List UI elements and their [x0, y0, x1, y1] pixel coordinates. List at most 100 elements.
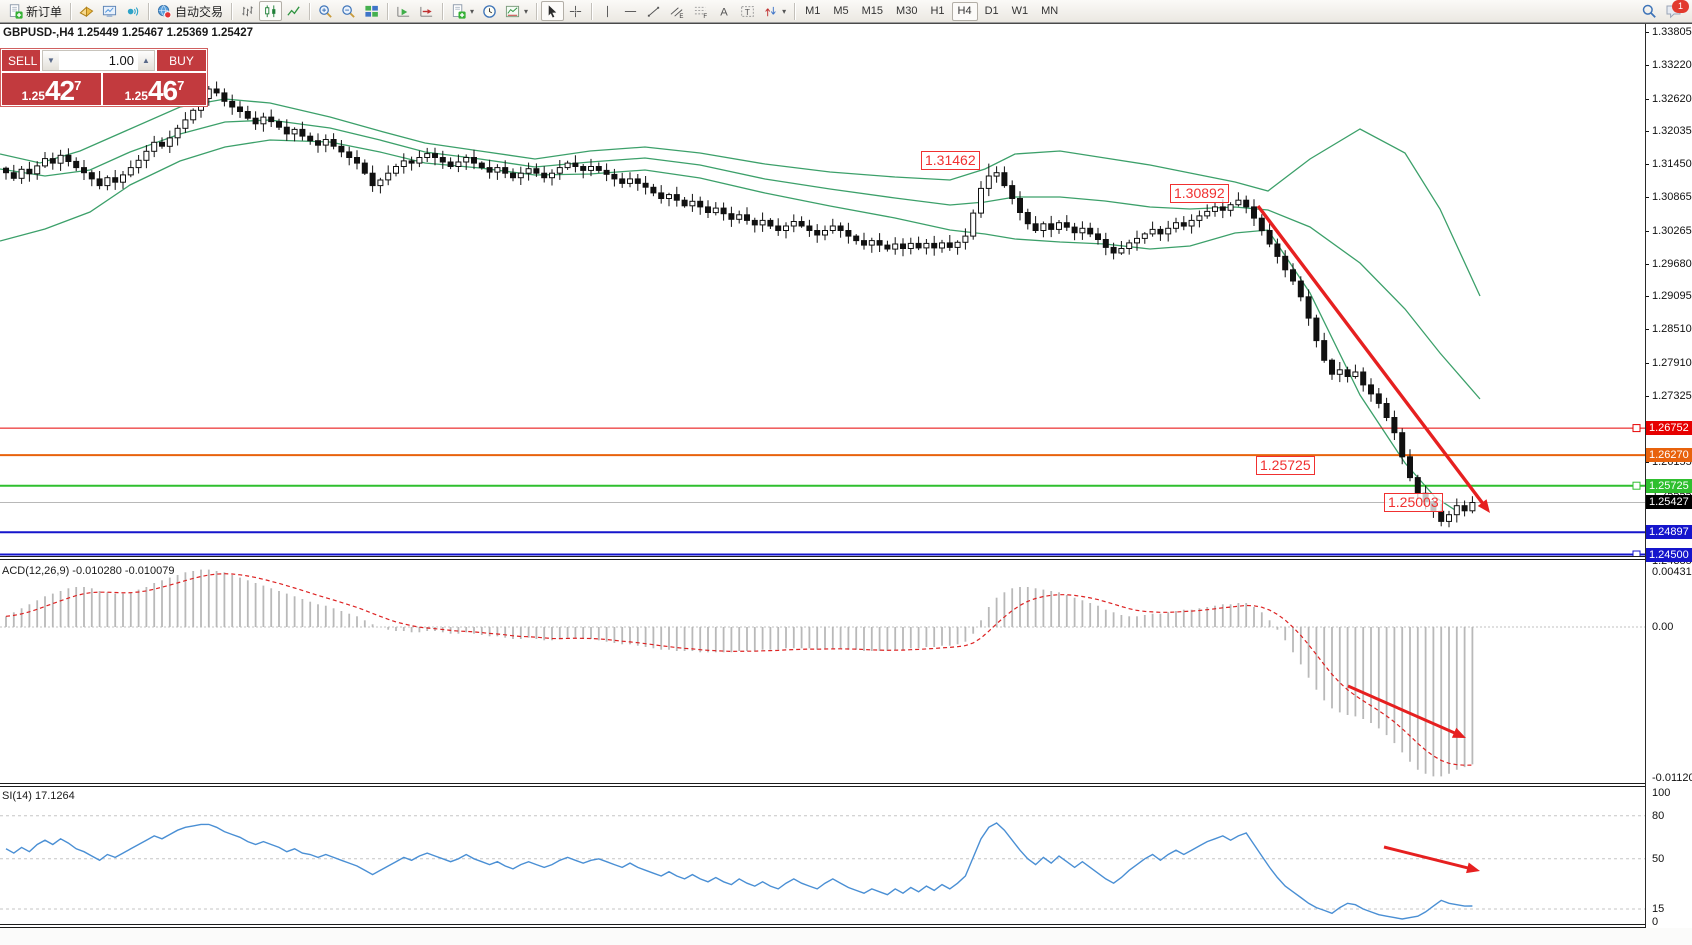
- bar-chart-button[interactable]: [236, 1, 259, 21]
- community-chat-button[interactable]: 1: [1661, 0, 1689, 21]
- panel-separator-macd[interactable]: [0, 556, 1645, 560]
- auto-scroll-button[interactable]: [392, 1, 415, 21]
- timeframe-mn[interactable]: MN: [1035, 2, 1064, 21]
- line-chart-icon: [286, 4, 301, 19]
- buy-price-quote[interactable]: 1.25 46 7: [103, 73, 206, 105]
- price-axis-label: 1.29095: [1652, 290, 1692, 303]
- new-order-button[interactable]: 新订单: [4, 1, 66, 21]
- sell-price-point: 7: [74, 78, 82, 93]
- chart-text-label[interactable]: 1.30892: [1170, 184, 1229, 203]
- chart-ohlc-title: GBPUSD-,H4 1.25449 1.25467 1.25369 1.254…: [3, 27, 253, 39]
- period-clock-button[interactable]: [478, 1, 501, 21]
- timeframe-toolbar: M1 M5 M15 M30 H1 H4 D1 W1 MN: [799, 1, 1064, 21]
- text-label-tool-button[interactable]: T: [736, 1, 759, 21]
- timeframe-m5[interactable]: M5: [827, 2, 854, 21]
- rsi-indicator-label: SI(14) 17.1264: [2, 790, 75, 802]
- panel-separator-bottom: [0, 924, 1645, 928]
- chart-shift-icon: [419, 4, 434, 19]
- new-chart-button[interactable]: ▾: [447, 1, 478, 21]
- panel-separator-rsi[interactable]: [0, 783, 1645, 787]
- cursor-tool-button[interactable]: [541, 1, 565, 21]
- vertical-line-tool-button[interactable]: [596, 1, 619, 21]
- chart-text-label[interactable]: 1.25003: [1384, 493, 1443, 512]
- search-button[interactable]: [1637, 1, 1661, 21]
- buy-button[interactable]: BUY: [157, 50, 206, 71]
- price-tick: [1645, 296, 1649, 298]
- chart-text-label[interactable]: 1.25725: [1256, 456, 1315, 475]
- price-axis-label: 1.29680: [1652, 257, 1692, 270]
- toolbar: 新订单 自动交易: [0, 0, 1692, 23]
- text-tool-button[interactable]: A: [713, 1, 736, 21]
- macd-panel-canvas[interactable]: [0, 560, 1645, 783]
- price-badge: 1.26752: [1646, 421, 1692, 436]
- autotrading-icon: [157, 4, 172, 19]
- trendline-tool-button[interactable]: [642, 1, 665, 21]
- autotrading-button[interactable]: 自动交易: [153, 1, 227, 21]
- chevron-down-icon: ▾: [470, 6, 475, 16]
- main-chart-canvas[interactable]: [0, 24, 1645, 559]
- timeframe-h4[interactable]: H4: [951, 1, 978, 21]
- search-icon: [1641, 3, 1657, 19]
- line-chart-button[interactable]: [282, 1, 305, 21]
- toolbar-separator: [309, 2, 311, 20]
- chart-text-label[interactable]: 1.31462: [921, 151, 980, 170]
- fibonacci-tool-button[interactable]: F: [689, 1, 713, 21]
- toolbar-separator: [794, 2, 796, 20]
- chevron-down-icon: ▾: [524, 6, 529, 16]
- sell-button[interactable]: SELL: [2, 50, 40, 71]
- macd-axis-label: -0.011203: [1652, 772, 1692, 784]
- toolbar-separator: [536, 2, 538, 20]
- volume-increase-button[interactable]: ▲: [138, 51, 154, 70]
- crosshair-tool-button[interactable]: [564, 1, 587, 21]
- horizontal-line-tool-button[interactable]: [619, 1, 642, 21]
- clock-icon: [482, 4, 497, 19]
- volume-decrease-button[interactable]: ▼: [43, 51, 59, 70]
- timeframe-d1[interactable]: D1: [979, 2, 1005, 21]
- price-tick: [1645, 98, 1649, 100]
- time-axis-strip: [0, 928, 1692, 945]
- new-order-label: 新订单: [26, 4, 63, 19]
- equidistant-channel-icon: E: [669, 4, 685, 19]
- timeframe-w1[interactable]: W1: [1006, 2, 1035, 21]
- indicator-template-icon: [505, 4, 520, 19]
- zoom-out-button[interactable]: [337, 1, 360, 21]
- indicators-template-button[interactable]: ▾: [501, 1, 532, 21]
- channel-tool-button[interactable]: E: [665, 1, 689, 21]
- price-axis-label: 1.28510: [1652, 323, 1692, 336]
- toolbar-separator: [387, 2, 389, 20]
- volume-input[interactable]: [59, 51, 138, 70]
- rsi-panel-canvas[interactable]: [0, 787, 1645, 924]
- price-badge: 1.25427: [1646, 495, 1692, 510]
- price-tick: [1645, 164, 1649, 166]
- arrows-tool-button[interactable]: ▾: [759, 1, 790, 21]
- price-tick: [1645, 395, 1649, 397]
- chart-window-icon: [102, 4, 117, 19]
- cursor-icon: [545, 4, 560, 19]
- price-tick: [1645, 329, 1649, 331]
- price-axis-label: 1.32620: [1652, 92, 1692, 105]
- svg-text:F: F: [703, 13, 707, 19]
- price-badge: 1.24500: [1646, 547, 1692, 562]
- chart-workspace: GBPUSD-,H4 1.25449 1.25467 1.25369 1.254…: [0, 23, 1692, 945]
- price-badge: 1.24897: [1646, 525, 1692, 540]
- zoom-in-button[interactable]: [314, 1, 337, 21]
- candlestick-chart-button[interactable]: [259, 1, 283, 21]
- macd-indicator-label: ACD(12,26,9) -0.010280 -0.010079: [2, 565, 175, 577]
- rsi-axis-label: 0: [1652, 916, 1659, 928]
- timeframe-m1[interactable]: M1: [799, 2, 826, 21]
- timeframe-m15[interactable]: M15: [856, 2, 889, 21]
- svg-text:T: T: [745, 6, 750, 16]
- timeframe-m30[interactable]: M30: [890, 2, 923, 21]
- market-watch-button[interactable]: [75, 1, 98, 21]
- sell-price-quote[interactable]: 1.25 42 7: [2, 73, 102, 105]
- chart-shift-button[interactable]: [415, 1, 438, 21]
- tile-windows-icon: [364, 4, 379, 19]
- price-tick: [1645, 363, 1649, 365]
- price-badge: 1.25725: [1646, 478, 1692, 493]
- new-chart-icon: [451, 3, 466, 19]
- macd-axis-label: 0.00: [1652, 621, 1674, 633]
- data-window-button[interactable]: [98, 1, 121, 21]
- timeframe-h1[interactable]: H1: [924, 2, 950, 21]
- tile-windows-button[interactable]: [360, 1, 383, 21]
- sound-button[interactable]: [121, 1, 144, 21]
